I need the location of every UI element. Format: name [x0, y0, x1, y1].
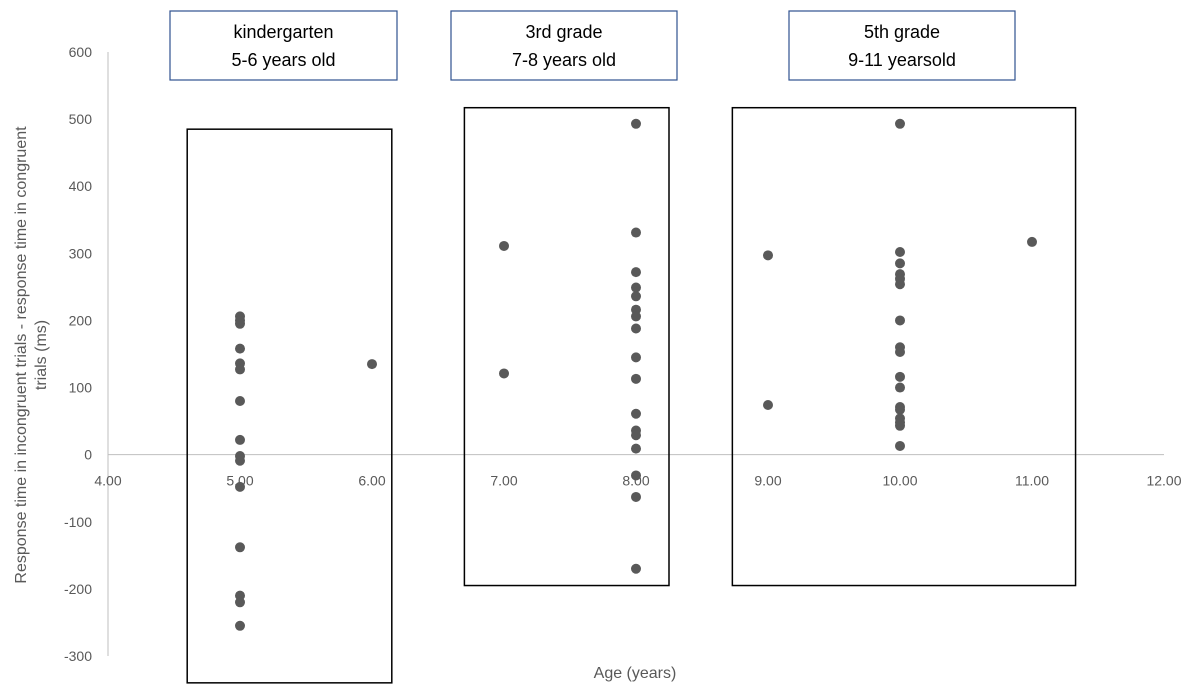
y-tick-label: 600: [69, 44, 93, 60]
data-point: [235, 455, 245, 466]
y-tick-label: -300: [64, 648, 92, 664]
group-label-frame: [788, 10, 1016, 81]
group-label-text: 5-6 years old: [231, 50, 335, 70]
data-point: [235, 481, 245, 492]
group-box: [463, 106, 670, 587]
x-tick-labels: 4.00 5.00 6.00 7.00 8.00 9.00 10.00 11.00 12.00: [94, 473, 1181, 489]
data-point: [631, 311, 641, 322]
group-boxes: [186, 106, 1077, 684]
x-tick-label: 12.00: [1146, 473, 1181, 489]
data-point: [499, 368, 509, 379]
x-axis-title: Age (years): [594, 665, 677, 682]
data-point: [235, 434, 245, 445]
data-point: [631, 443, 641, 454]
y-tick-label: 300: [69, 245, 93, 261]
group-label-box: 5th grade 9-11 yearsold: [788, 10, 1016, 81]
data-points: [235, 118, 1037, 631]
x-tick-label: 4.00: [94, 473, 121, 489]
group-box: [731, 106, 1077, 587]
data-point: [895, 371, 905, 382]
group-label-frame: [169, 10, 398, 81]
group-label-text: kindergarten: [233, 22, 333, 42]
group-label-text: 5th grade: [864, 22, 940, 42]
x-tick-label: 5.00: [226, 473, 253, 489]
data-point: [631, 373, 641, 384]
group-label-box: kindergarten 5-6 years old: [169, 10, 398, 81]
y-tick-label: 500: [69, 111, 93, 127]
data-point: [235, 364, 245, 375]
data-point: [631, 267, 641, 278]
y-tick-label: 100: [69, 380, 93, 396]
group-label-frame: [450, 10, 678, 81]
x-tick-label: 11.00: [1015, 473, 1049, 489]
x-tick-label: 7.00: [490, 473, 517, 489]
y-axis-title-line-2: trials (ms): [33, 320, 50, 390]
group-label-text: 3rd grade: [525, 22, 602, 42]
data-point: [895, 246, 905, 257]
data-point: [631, 470, 641, 481]
x-tick-label: 10.00: [882, 473, 917, 489]
group-labels: kindergarten 5-6 years old 3rd grade 7-8 ye…: [169, 10, 1016, 81]
data-point: [631, 430, 641, 441]
y-tick-label: 0: [84, 447, 92, 463]
data-point: [631, 352, 641, 363]
data-point: [631, 118, 641, 129]
data-point: [895, 420, 905, 431]
x-tick-label: 8.00: [622, 473, 649, 489]
data-point: [895, 118, 905, 129]
data-point: [763, 400, 773, 411]
y-tick-labels: 600 500 400 300 200 100 0 -100 -200 -300: [64, 44, 92, 664]
group-label-box: 3rd grade 7-8 years old: [450, 10, 678, 81]
data-point: [367, 359, 377, 370]
data-point: [631, 282, 641, 293]
data-point: [631, 323, 641, 334]
data-point: [235, 597, 245, 608]
data-point: [235, 318, 245, 329]
data-point: [895, 258, 905, 269]
data-point: [235, 395, 245, 406]
data-point: [895, 404, 905, 415]
axes: [107, 52, 1164, 656]
data-point: [631, 408, 641, 419]
data-point: [895, 346, 905, 357]
data-point: [499, 240, 509, 251]
x-tick-label: 6.00: [358, 473, 385, 489]
data-point: [895, 279, 905, 290]
y-tick-label: 400: [69, 178, 93, 194]
data-point: [895, 315, 905, 326]
data-point: [235, 620, 245, 631]
data-point: [1027, 236, 1037, 247]
data-point: [895, 440, 905, 451]
data-point: [631, 563, 641, 574]
data-point: [235, 542, 245, 553]
group-label-text: 9-11 yearsold: [848, 50, 956, 70]
y-axis-title-line-1: Response time in incongruent trials - re…: [13, 126, 30, 584]
data-point: [631, 227, 641, 238]
data-point: [763, 250, 773, 261]
y-tick-label: -200: [64, 581, 92, 597]
group-box: [186, 128, 393, 684]
y-tick-label: 200: [69, 312, 93, 328]
y-tick-label: -100: [64, 514, 92, 530]
group-label-text: 7-8 years old: [512, 50, 616, 70]
data-point: [631, 291, 641, 302]
data-point: [235, 343, 245, 354]
x-tick-label: 9.00: [754, 473, 781, 489]
data-point: [631, 491, 641, 502]
data-point: [895, 382, 905, 393]
y-axis-title: Response time in incongruent trials - re…: [13, 126, 50, 584]
